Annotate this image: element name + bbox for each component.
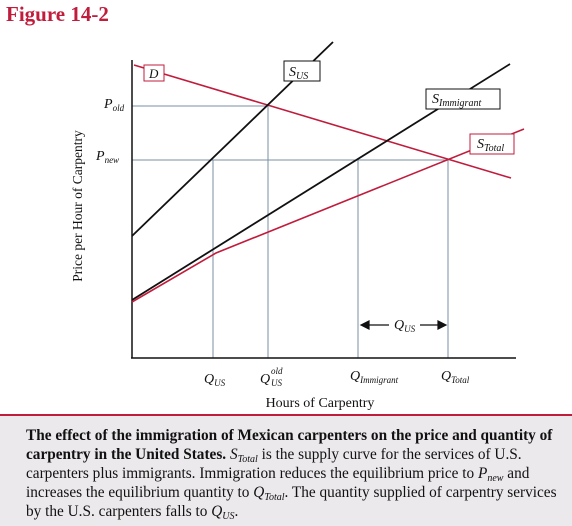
svg-text:Pold: Pold: [103, 97, 125, 113]
q-us-label-main: Q: [204, 372, 214, 387]
caption-bold: The effect of the immigration of Mexican…: [26, 427, 553, 463]
supply-us-label-sub: US: [296, 71, 308, 82]
supply-us-label-main: S: [289, 65, 296, 80]
p-old-label-main: P: [103, 97, 113, 112]
q-us-old-label-main: Q: [260, 372, 270, 387]
bracket-arrow: [359, 320, 448, 330]
svg-text:STotal: STotal: [477, 137, 504, 154]
supply-demand-diagram: D SUS SImmigrant STotal Pold Pnew Price …: [70, 41, 525, 411]
supply-us-label-box: SUS: [283, 60, 321, 82]
p-new-label-main: P: [95, 149, 105, 164]
svg-text:QImmigrant: QImmigrant: [350, 369, 399, 385]
caption-q2-sub: US: [222, 511, 235, 522]
svg-text:SUS: SUS: [289, 65, 308, 82]
y-axis-title: Price per Hour of Carpentry: [70, 130, 85, 282]
supply-total-label-sub: Total: [484, 143, 504, 154]
caption-p-sub: new: [487, 473, 504, 484]
supply-total-label-main: S: [477, 137, 484, 152]
q-immigrant-label-main: Q: [350, 369, 360, 384]
caption-text-3: . The quantity supplied of carpentry ser…: [26, 484, 557, 520]
caption-text-1: is the supply curve for the services of …: [26, 446, 522, 482]
caption-q-sub: Total: [264, 492, 285, 503]
caption-s-main: S: [229, 446, 238, 463]
p-new-label-sub: new: [105, 155, 120, 165]
demand-curve: [133, 64, 512, 179]
bracket-label-main: Q: [394, 318, 404, 333]
q-immigrant-label-sub: Immigrant: [359, 375, 398, 385]
svg-text:QUS: QUS: [204, 372, 226, 388]
caption-q-main: Q: [253, 484, 265, 501]
bracket-label-sub: US: [404, 324, 415, 334]
svg-text:QTotal: QTotal: [441, 369, 470, 385]
axes: [131, 60, 516, 359]
svg-text:QUS: QUS: [394, 318, 416, 334]
svg-text:Pnew: Pnew: [95, 149, 119, 165]
supply-immigrant-label-box: SImmigrant: [425, 88, 501, 110]
q-us-old-label-sup: old: [271, 366, 283, 376]
figure-caption: The effect of the immigration of Mexican…: [0, 414, 572, 526]
p-old-label-sub: old: [113, 103, 125, 113]
caption-p-main: P: [477, 465, 488, 482]
x-axis-title: Hours of Carpentry: [266, 396, 375, 411]
supply-total-label-box: STotal: [469, 133, 515, 155]
caption-text-2: and increases the equilibrium quantity t…: [26, 465, 530, 501]
demand-label-box: D: [143, 64, 165, 82]
q-us-old-label-sub: US: [271, 378, 282, 388]
q-us-label-sub: US: [214, 378, 225, 388]
demand-label: D: [148, 66, 159, 81]
svg-text:Q: Q: [260, 372, 270, 387]
supply-total-curve: [131, 128, 525, 303]
supply-immigrant-label-main: S: [432, 92, 439, 107]
q-total-label-sub: Total: [451, 375, 470, 385]
caption-end: .: [234, 503, 239, 520]
q-total-label-main: Q: [441, 369, 451, 384]
figure-label: Figure 14-2: [6, 2, 109, 26]
caption-s-sub: Total: [237, 454, 258, 465]
svg-text:SImmigrant: SImmigrant: [432, 92, 481, 109]
caption-q2-main: Q: [211, 503, 223, 520]
supply-immigrant-label-sub: Immigrant: [438, 98, 481, 109]
